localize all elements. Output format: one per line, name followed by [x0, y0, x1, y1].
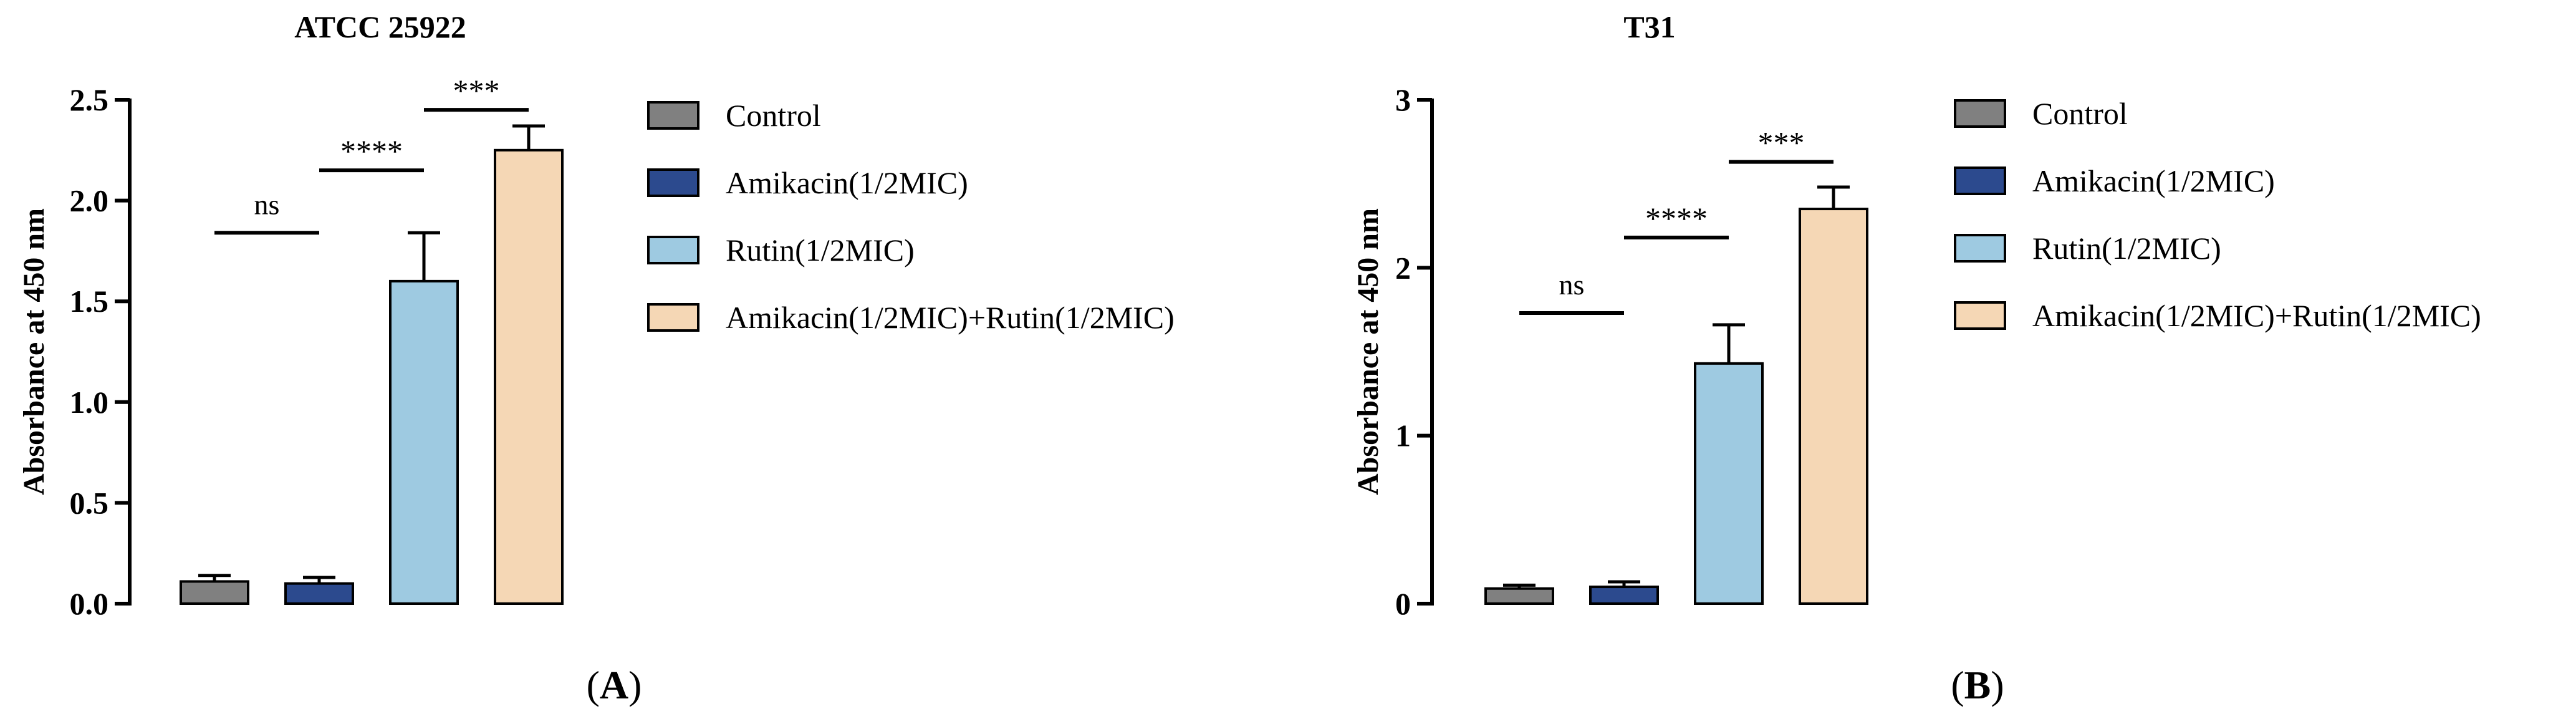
significance-label: **** [340, 133, 403, 168]
significance-label: **** [1645, 201, 1708, 236]
bar-2 [1589, 586, 1659, 605]
legend-label: Rutin(1/2MIC) [2032, 231, 2221, 266]
legend-swatch [647, 303, 699, 332]
legend-swatch [1954, 301, 2006, 330]
chart-title: T31 [1623, 9, 1675, 44]
bar-2 [284, 582, 354, 605]
y-tick-label: 1.5 [70, 284, 109, 319]
panel-label: (B) [1951, 663, 2004, 707]
legend-label: Amikacin(1/2MIC) [726, 165, 968, 200]
legend-swatch [1954, 167, 2006, 195]
legend-label: Rutin(1/2MIC) [726, 233, 915, 268]
y-tick-label: 2 [1395, 250, 1411, 285]
panel-label: (A) [587, 663, 642, 707]
y-tick-label: 3 [1395, 82, 1411, 117]
legend-label: Amikacin(1/2MIC) [2032, 163, 2275, 198]
chart-title: ATCC 25922 [294, 9, 466, 44]
y-tick-label: 2.5 [70, 82, 109, 117]
y-tick-label: 0 [1395, 586, 1411, 621]
legend-swatch [647, 168, 699, 197]
bar-1 [180, 580, 249, 605]
significance-label: ns [254, 188, 280, 220]
bar-4 [494, 148, 564, 606]
legend-swatch [1954, 234, 2006, 263]
y-axis-label: Absorbance at 450 nm [1352, 208, 1385, 495]
y-tick-label: 1.0 [70, 385, 109, 420]
significance-label: *** [1758, 125, 1805, 160]
bar-1 [1484, 587, 1554, 606]
significance-label: ns [1559, 269, 1585, 301]
y-tick-label: 2.0 [70, 183, 109, 218]
significance-label: *** [453, 73, 500, 108]
bar-3 [1694, 362, 1764, 605]
legend-label: Amikacin(1/2MIC)+Rutin(1/2MIC) [2032, 298, 2481, 333]
y-tick-label: 1 [1395, 418, 1411, 453]
legend-swatch [647, 101, 699, 130]
y-axis-label: Absorbance at 450 nm [17, 208, 50, 495]
bar-4 [1799, 208, 1868, 606]
legend-label: Control [726, 98, 821, 133]
bar-3 [389, 279, 459, 605]
legend-label: Control [2032, 96, 2128, 131]
legend-swatch [1954, 99, 2006, 128]
legend-swatch [647, 236, 699, 264]
chart-panel-a: ATCC 25922 0.0 0.5 1.0 1.5 2.0 2.5 Absorbance a… [17, 9, 1175, 707]
legend-label: Amikacin(1/2MIC)+Rutin(1/2MIC) [726, 300, 1175, 335]
y-tick-label: 0.5 [70, 485, 109, 520]
y-tick-label: 0.0 [70, 586, 109, 621]
